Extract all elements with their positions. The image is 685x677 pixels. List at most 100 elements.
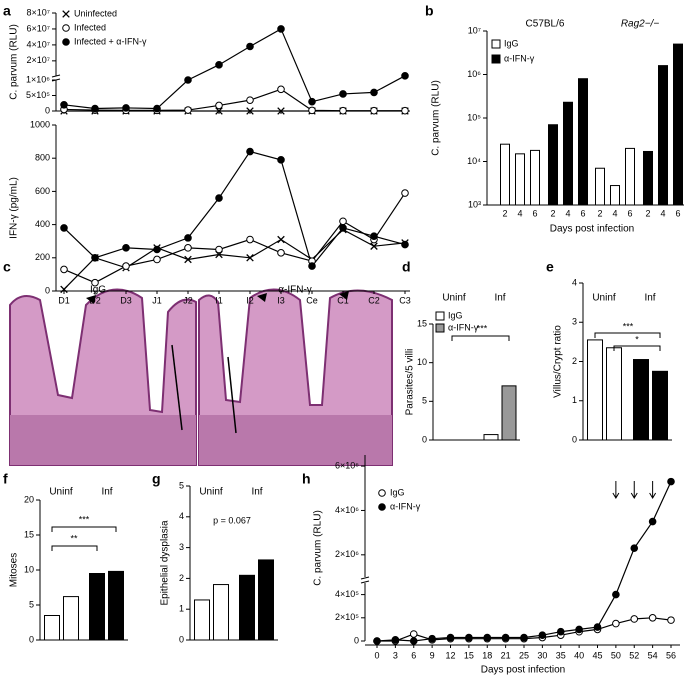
y-tick-label: 6×10⁷ [26,23,50,33]
legend-marker [378,503,386,511]
x-axis-label: Days post infection [481,665,566,676]
bar [530,149,540,206]
x-tick-label: 50 [611,650,621,660]
histology-image: IgG α-IFN-γ c [3,259,393,466]
x-tick-label: 2 [645,208,650,218]
x-tick-label: 54 [648,650,658,660]
data-point [122,104,130,112]
y-axis-label: Epithelial dysplasia [160,520,171,605]
bar [643,150,653,206]
bar [578,78,588,206]
data-point [648,614,657,622]
panel-letter: a [3,3,11,19]
data-point [630,544,639,552]
legend-marker [62,10,70,18]
x-tick-label: I2 [246,295,254,305]
y-tick-label: 400 [35,219,50,229]
y-axis-label: C. parvum (RLU) [313,510,324,586]
bar [625,147,635,206]
x-tick-label: 2 [502,208,507,218]
series-line [63,228,406,290]
bar [213,584,229,641]
y-axis-label: Mitoses [9,553,20,587]
y-tick-label: 0 [45,105,50,115]
panel-letter: c [3,259,11,275]
panel-letter: d [402,259,411,275]
x-tick-label: 4 [612,208,617,218]
series-line [63,88,405,112]
panel-letter: e [546,259,554,275]
data-point [667,477,675,486]
data-point [184,106,192,114]
group-label: Inf [251,487,262,498]
group-label: Uninf [49,487,73,498]
x-tick-label: 6 [675,208,680,218]
series-line [63,150,406,268]
y-tick-label: 4×10⁶ [335,505,359,515]
data-point [428,634,436,643]
bar [563,101,573,206]
y-tick-label: 2×10⁷ [26,55,50,65]
data-point [246,235,254,244]
y-tick-label: 1000 [30,119,50,129]
data-point [277,249,285,257]
x-tick-label: 2 [550,208,555,218]
data-point [308,97,316,106]
bar [258,559,274,641]
image-label: α-IFN-γ [278,285,312,296]
data-point [446,633,455,642]
legend-label: α-IFN-γ [504,53,535,63]
data-point [465,633,473,642]
y-tick-label: 2 [572,356,577,366]
significance-bracket [51,526,117,532]
y-axis-label: Parasites/5 villi [405,349,416,416]
series-line [63,28,406,110]
panel-letter: b [425,3,434,19]
y-tick-label: 1 [572,395,577,405]
data-point [277,25,285,33]
data-point [370,106,378,115]
group-label: Uninf [592,293,616,304]
y-tick-label: 10³ [468,199,481,209]
x-tick-label: 35 [556,650,566,660]
bar [501,385,517,441]
x-tick-label: 6 [532,208,537,218]
y-tick-label: 4×10⁵ [335,589,359,599]
bar [500,143,510,206]
data-point [401,189,409,197]
legend-marker [62,24,70,32]
y-tick-label: 10 [24,564,34,574]
legend-label: Infected [74,22,106,32]
significance-bracket [451,335,510,341]
x-tick-label: 12 [445,650,455,660]
data-point [153,245,161,254]
y-axis-label: C. parvum (RLU) [9,24,20,100]
data-point [91,278,99,287]
data-point [91,253,99,262]
x-tick-label: 6 [580,208,585,218]
annotation: *** [79,514,90,524]
data-point [60,265,68,274]
y-tick-label: 0 [422,434,427,444]
bar [595,167,605,206]
data-point [122,244,130,252]
bar [587,339,603,441]
y-tick-label: 20 [24,494,34,504]
y-tick-label: 200 [35,252,50,262]
y-tick-label: 0 [354,635,359,645]
y-tick-label: 3 [572,317,577,327]
data-point [483,633,492,642]
group-label: Uninf [442,293,466,304]
data-point [277,156,285,164]
x-tick-label: 21 [501,650,511,660]
y-tick-label: 5 [422,396,427,406]
bar [44,615,60,641]
y-tick-label: 0 [29,634,34,644]
y-tick-label: 4×10⁷ [26,39,50,49]
data-point [246,42,254,51]
y-tick-label: 2×10⁶ [335,549,359,559]
y-tick-label: 5 [179,480,184,490]
data-point [520,633,528,642]
series-line [376,481,672,642]
axis-break [51,74,61,78]
